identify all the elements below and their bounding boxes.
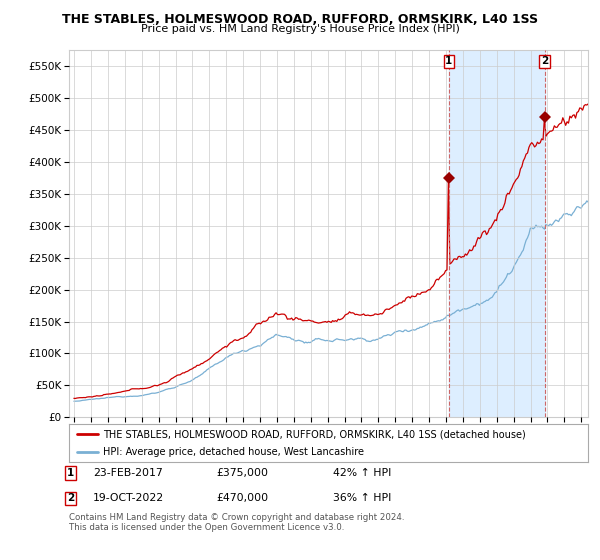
Text: 2: 2	[67, 493, 74, 503]
Text: THE STABLES, HOLMESWOOD ROAD, RUFFORD, ORMSKIRK, L40 1SS (detached house): THE STABLES, HOLMESWOOD ROAD, RUFFORD, O…	[103, 429, 526, 439]
Text: 1: 1	[67, 468, 74, 478]
Text: This data is licensed under the Open Government Licence v3.0.: This data is licensed under the Open Gov…	[69, 523, 344, 532]
Text: Contains HM Land Registry data © Crown copyright and database right 2024.: Contains HM Land Registry data © Crown c…	[69, 513, 404, 522]
Text: 1: 1	[445, 56, 452, 66]
Text: THE STABLES, HOLMESWOOD ROAD, RUFFORD, ORMSKIRK, L40 1SS: THE STABLES, HOLMESWOOD ROAD, RUFFORD, O…	[62, 13, 538, 26]
Bar	[449, 50, 545, 417]
Text: 36% ↑ HPI: 36% ↑ HPI	[333, 493, 391, 503]
Text: £375,000: £375,000	[216, 468, 268, 478]
Text: 2: 2	[541, 56, 548, 66]
Text: 42% ↑ HPI: 42% ↑ HPI	[333, 468, 391, 478]
Text: 19-OCT-2022: 19-OCT-2022	[93, 493, 164, 503]
Text: Price paid vs. HM Land Registry's House Price Index (HPI): Price paid vs. HM Land Registry's House …	[140, 24, 460, 34]
Text: 23-FEB-2017: 23-FEB-2017	[93, 468, 163, 478]
Text: HPI: Average price, detached house, West Lancashire: HPI: Average price, detached house, West…	[103, 447, 364, 458]
Text: £470,000: £470,000	[216, 493, 268, 503]
